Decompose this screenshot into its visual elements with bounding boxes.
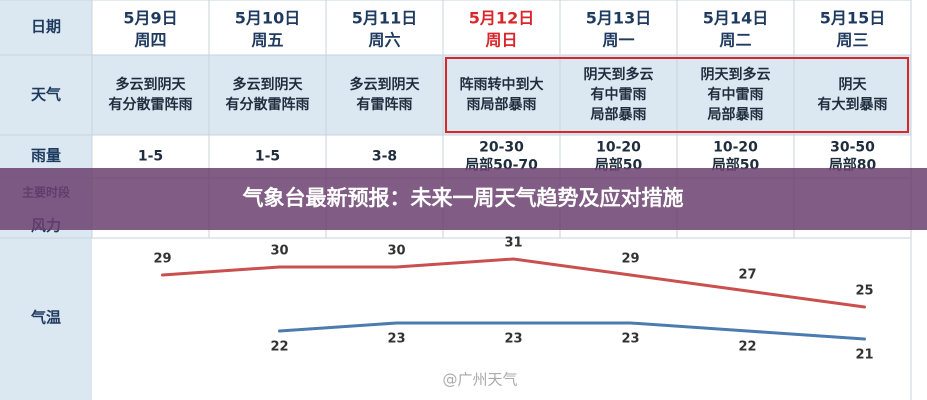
weather-text: 有中雷雨	[591, 86, 647, 103]
weekday: 周五	[251, 31, 283, 50]
weather-text: 阴天到多云	[584, 66, 654, 83]
temp-label: 31	[504, 236, 522, 251]
temp-label: 29	[153, 252, 171, 267]
weather-text: 阵雨转中到大	[460, 76, 544, 93]
weather-text: 阴天	[839, 77, 868, 93]
weather-text: 多云到阴天	[116, 76, 187, 93]
temp-label: 22	[738, 340, 756, 355]
date: 5月14日	[703, 9, 768, 28]
rain-text: 1-5	[255, 149, 280, 165]
weekday: 周一	[602, 31, 634, 50]
row-label: 气温	[30, 309, 61, 327]
title-banner	[0, 168, 927, 230]
weekday: 周四	[134, 31, 166, 50]
temp-label: 23	[504, 332, 522, 347]
temp-label: 22	[270, 340, 288, 355]
row-label: 雨量	[31, 147, 61, 165]
weekday: 周三	[836, 31, 868, 50]
temp-label: 30	[270, 244, 288, 259]
date: 5月13日	[586, 9, 651, 28]
banner-title: 气象台最新预报：未来一周天气趋势及应对措施	[242, 186, 684, 210]
weather-row-bg	[92, 55, 911, 135]
row-label: 日期	[31, 18, 61, 36]
weather-text: 局部暴雨	[708, 106, 764, 123]
weather-text: 多云到阴天	[350, 76, 421, 93]
low-temp-line	[278, 321, 866, 341]
weather-text: 局部暴雨	[591, 106, 647, 123]
high-temp-line	[161, 257, 866, 309]
weather-text: 阴天到多云	[701, 66, 771, 83]
rain-text: 30-50	[830, 140, 875, 156]
weather-text: 有雷阵雨	[357, 96, 413, 113]
temp-label: 25	[855, 284, 873, 299]
date: 5月9日	[123, 9, 177, 28]
row-label: 天气	[31, 86, 61, 104]
temp-label: 21	[855, 348, 873, 363]
weekday: 周日	[485, 31, 517, 50]
weather-text: 有中雷雨	[708, 86, 764, 103]
weekday: 周二	[719, 31, 751, 50]
temp-label: 30	[387, 244, 405, 259]
temp-label: 23	[621, 332, 639, 347]
date: 5月10日	[235, 9, 300, 28]
weather-text: 有分散雷阵雨	[109, 96, 193, 113]
date: 5月12日	[469, 9, 534, 28]
watermark: @广州天气	[442, 371, 517, 389]
rain-text: 20-30	[479, 140, 524, 156]
highlight-box	[445, 57, 909, 133]
weather-text: 雨局部暴雨	[467, 96, 537, 113]
date: 5月15日	[820, 9, 885, 28]
weather-text: 有分散雷阵雨	[226, 96, 310, 113]
temp-label: 29	[621, 252, 639, 267]
rain-text: 1-5	[138, 149, 163, 165]
temp-label: 27	[738, 268, 756, 283]
rain-text: 10-20	[713, 140, 758, 156]
rain-text: 3-8	[372, 149, 397, 165]
rain-text: 10-20	[596, 140, 641, 156]
date: 5月11日	[352, 9, 417, 28]
weekday: 周六	[368, 31, 400, 50]
weather-text: 多云到阴天	[233, 76, 304, 93]
weather-text: 有大到暴雨	[818, 96, 888, 113]
temp-label: 23	[387, 332, 405, 347]
